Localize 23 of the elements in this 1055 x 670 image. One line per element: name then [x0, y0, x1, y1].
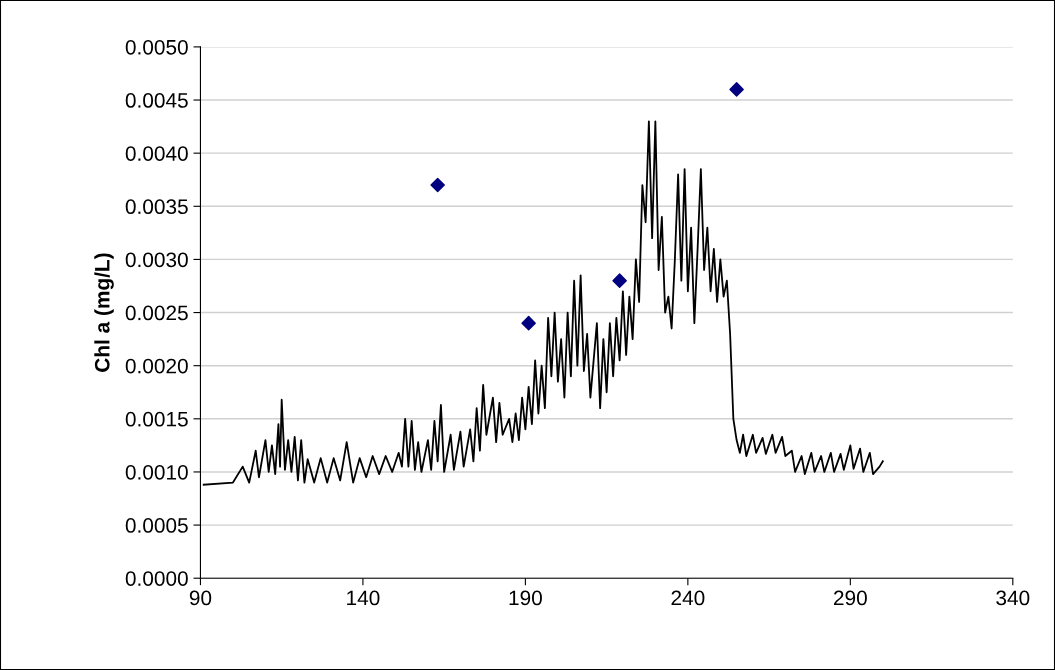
y-tick-label: 0.0025 [125, 305, 188, 321]
point [612, 273, 627, 288]
y-tick-label: 0.0030 [125, 252, 188, 268]
point [430, 177, 445, 193]
x-tick-label: 290 [834, 590, 867, 606]
x-tick-label: 90 [189, 590, 212, 606]
x-tick-label: 340 [996, 590, 1030, 606]
y-tick-label: 0.0005 [125, 518, 188, 533]
y-tick-label: 0.0020 [125, 358, 188, 374]
y-tick-label: 0.0010 [125, 464, 188, 480]
y-tick-label: 0.0050 [125, 39, 188, 55]
y-tick-label: 0.0000 [125, 571, 188, 586]
line-series [202, 120, 884, 486]
y-tick-label: 0.0045 [125, 93, 188, 108]
x-tick-label: 240 [671, 590, 705, 606]
point [729, 82, 744, 97]
y-tick-label: 0.0040 [125, 146, 188, 161]
point [521, 315, 536, 331]
y-tick-label: 0.0015 [125, 411, 188, 427]
x-tick-label: 140 [347, 590, 380, 606]
x-tick-label: 190 [509, 590, 542, 606]
y-axis-title: Chl a (mg/L) [94, 253, 114, 372]
y-tick-label: 0.0035 [125, 199, 188, 215]
